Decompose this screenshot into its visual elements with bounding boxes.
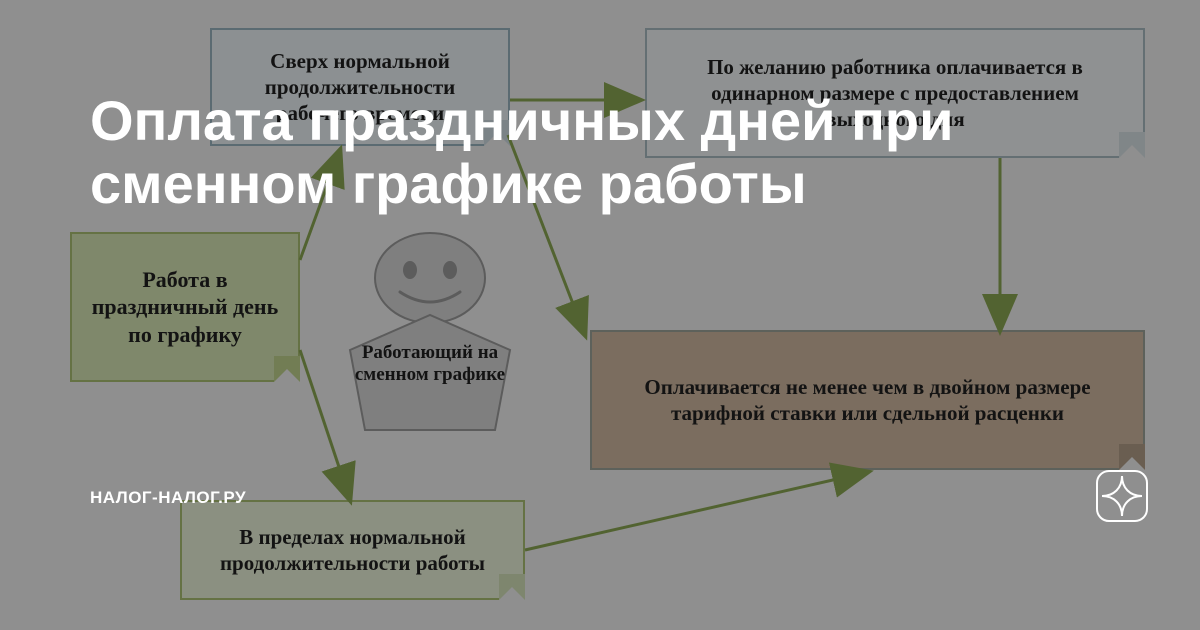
site-label: НАЛОГ-НАЛОГ.РУ [90, 488, 246, 508]
diagram-stage: Работа в праздничный день по графику Све… [0, 0, 1200, 630]
headline: Оплата праздничных дней при сменном граф… [90, 90, 1090, 215]
zen-badge-icon [1096, 470, 1148, 522]
